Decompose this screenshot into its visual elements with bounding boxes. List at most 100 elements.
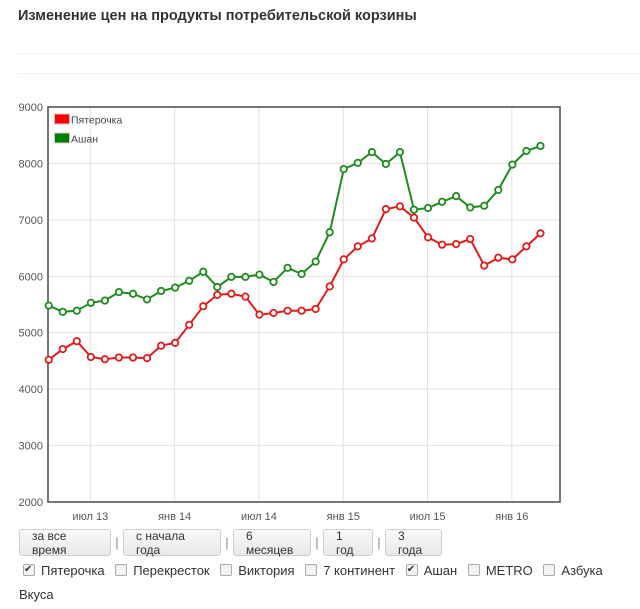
data-point[interactable] — [227, 289, 236, 298]
data-point[interactable] — [227, 272, 236, 281]
data-point[interactable] — [508, 160, 517, 169]
separator: | — [315, 535, 319, 550]
store-checkbox-viktoriya[interactable]: Виктория — [216, 563, 297, 578]
data-point[interactable] — [44, 355, 53, 364]
data-point[interactable] — [255, 270, 264, 279]
data-point[interactable] — [283, 263, 292, 272]
data-point[interactable] — [339, 164, 348, 174]
data-point[interactable] — [480, 201, 489, 210]
range-button-1-year[interactable]: 1 год — [323, 529, 373, 557]
data-point[interactable] — [311, 304, 320, 314]
price-line-chart: 2000 3000 4000 5000 6000 7000 8000 9000 июл 13 ян… — [19, 102, 561, 523]
data-point[interactable] — [255, 310, 264, 319]
range-button-ytd[interactable]: с начала года — [123, 529, 221, 557]
data-point[interactable] — [213, 290, 222, 300]
data-point[interactable] — [185, 276, 194, 285]
data-point[interactable] — [199, 302, 208, 311]
data-point[interactable] — [437, 240, 447, 249]
data-point[interactable] — [423, 233, 433, 242]
y-tick-label: 7000 — [19, 215, 43, 227]
data-point[interactable] — [423, 203, 433, 213]
checkbox[interactable] — [543, 564, 556, 576]
x-tick-label: янв 16 — [495, 511, 528, 523]
data-point[interactable] — [213, 282, 222, 292]
data-point[interactable] — [185, 320, 194, 329]
data-point[interactable] — [522, 146, 531, 156]
data-point[interactable] — [536, 141, 545, 151]
data-point[interactable] — [114, 287, 124, 297]
data-point[interactable] — [494, 253, 503, 262]
data-point[interactable] — [58, 307, 67, 316]
data-point[interactable] — [199, 267, 208, 276]
data-point[interactable] — [367, 234, 376, 243]
separator: | — [115, 535, 119, 550]
data-point[interactable] — [142, 295, 152, 304]
data-point[interactable] — [466, 203, 475, 212]
range-button-all-time[interactable]: за все время — [19, 529, 111, 557]
data-point[interactable] — [480, 261, 489, 270]
data-point[interactable] — [44, 301, 53, 310]
data-point[interactable] — [367, 148, 376, 157]
checkbox[interactable] — [220, 564, 233, 576]
checkbox[interactable] — [405, 558, 418, 582]
store-checkbox-7-kontinent[interactable]: 7 континент — [301, 563, 398, 578]
data-point[interactable] — [353, 158, 362, 167]
checkbox[interactable] — [305, 564, 318, 576]
data-point[interactable] — [269, 277, 278, 287]
data-point[interactable] — [157, 286, 166, 296]
data-point[interactable] — [86, 352, 95, 362]
data-point[interactable] — [395, 148, 405, 157]
store-checkbox-pyaterochka[interactable]: Пятерочка — [19, 558, 108, 582]
data-point[interactable] — [409, 213, 419, 222]
data-point[interactable] — [86, 298, 95, 307]
data-point[interactable] — [311, 257, 320, 266]
data-point[interactable] — [409, 205, 419, 214]
checkbox[interactable] — [467, 564, 480, 576]
range-button-3-years[interactable]: 3 года — [385, 529, 442, 557]
separator: | — [377, 535, 381, 550]
data-point[interactable] — [508, 255, 517, 264]
data-point[interactable] — [452, 192, 461, 201]
data-point[interactable] — [142, 354, 152, 363]
data-point[interactable] — [114, 353, 124, 362]
data-point[interactable] — [171, 338, 180, 347]
checkbox[interactable] — [115, 564, 128, 576]
data-point[interactable] — [100, 296, 110, 305]
data-point[interactable] — [157, 341, 166, 350]
data-point[interactable] — [522, 242, 531, 251]
data-point[interactable] — [72, 306, 81, 315]
data-point[interactable] — [339, 255, 348, 264]
data-point[interactable] — [325, 282, 334, 291]
data-point[interactable] — [494, 185, 503, 195]
data-point[interactable] — [128, 353, 138, 362]
data-point[interactable] — [536, 229, 545, 238]
x-tick-label: янв 15 — [327, 511, 360, 523]
range-button-6-months[interactable]: 6 месяцев — [233, 529, 311, 557]
data-point[interactable] — [171, 283, 180, 292]
data-point[interactable] — [297, 306, 306, 315]
data-point[interactable] — [269, 308, 278, 318]
data-point[interactable] — [241, 292, 250, 301]
data-point[interactable] — [100, 355, 110, 364]
store-checkbox-perekrestok[interactable]: Перекресток — [111, 563, 212, 578]
data-point[interactable] — [353, 242, 362, 251]
data-point[interactable] — [466, 234, 475, 244]
store-checkbox-azbuka-vkusa[interactable]: Азбука Вкуса — [19, 563, 603, 602]
data-point[interactable] — [241, 272, 250, 281]
data-point[interactable] — [381, 205, 390, 214]
data-point[interactable] — [395, 202, 405, 211]
data-point[interactable] — [452, 240, 461, 249]
y-tick-label: 3000 — [19, 441, 43, 453]
store-checkbox-metro[interactable]: METRO — [464, 563, 536, 578]
checkbox[interactable] — [23, 558, 35, 582]
data-point[interactable] — [297, 269, 306, 279]
data-point[interactable] — [58, 344, 67, 354]
data-point[interactable] — [283, 306, 292, 315]
data-point[interactable] — [381, 159, 390, 169]
data-point[interactable] — [437, 197, 447, 206]
store-checkbox-auchan[interactable]: Ашан — [402, 558, 461, 582]
legend-swatch — [54, 132, 70, 144]
data-point[interactable] — [325, 228, 334, 237]
data-point[interactable] — [128, 289, 138, 298]
data-point[interactable] — [72, 337, 81, 346]
